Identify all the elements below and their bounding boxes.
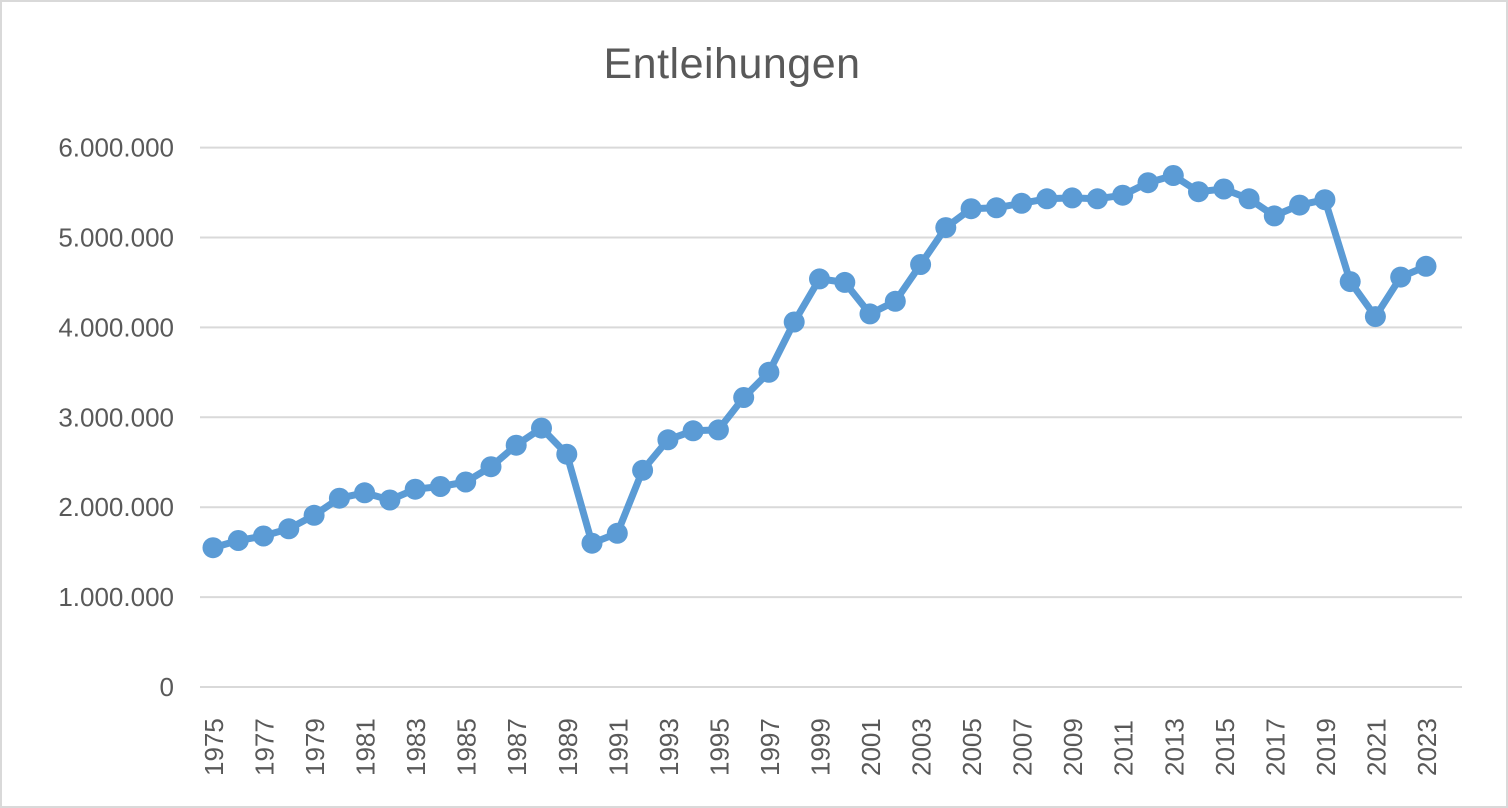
x-axis-tick-label: 2021 (1361, 718, 1391, 776)
y-axis-tick-label: 3.000.000 (58, 402, 174, 432)
chart-title: Entleihungen (603, 40, 861, 88)
data-point-1999 (809, 268, 830, 290)
data-point-1990 (581, 532, 603, 554)
x-axis-tick-label: 1989 (553, 718, 583, 776)
x-axis-tick-label: 2007 (1008, 718, 1038, 776)
data-point-2002 (884, 290, 906, 312)
y-axis-tick-label: 0 (160, 672, 174, 702)
x-axis-tick-label: 1995 (704, 718, 734, 776)
x-axis-tick-label: 2011 (1109, 720, 1139, 776)
x-axis-tick-label: 2001 (856, 718, 886, 776)
data-point-1983 (404, 478, 426, 500)
data-point-2013 (1162, 165, 1184, 186)
data-point-2023 (1415, 255, 1437, 277)
data-point-1981 (354, 482, 376, 504)
data-point-2000 (834, 271, 856, 293)
x-axis-tick-label: 2017 (1260, 718, 1290, 776)
y-axis-tick-label: 1.000.000 (58, 582, 174, 612)
x-axis-tick-label: 1987 (502, 718, 532, 776)
data-point-2012 (1137, 172, 1159, 194)
data-point-1998 (783, 311, 805, 333)
data-point-1979 (303, 504, 325, 526)
data-point-1977 (253, 525, 274, 547)
data-point-1985 (455, 471, 477, 493)
x-axis-tick-label: 2023 (1412, 718, 1442, 776)
x-axis-tick-label: 1999 (805, 718, 835, 776)
data-point-1992 (632, 459, 654, 481)
x-axis-tick-label: 1985 (452, 718, 482, 776)
x-axis-tick-label: 1975 (199, 718, 229, 776)
data-point-2005 (960, 198, 982, 220)
data-point-1995 (707, 419, 729, 441)
x-axis-tick-label: 1983 (401, 718, 431, 776)
x-axis-tick-label: 1997 (755, 718, 785, 776)
data-point-1988 (531, 417, 552, 439)
data-point-2004 (935, 217, 957, 239)
x-axis-tick-label: 2013 (1159, 718, 1189, 776)
x-axis-tick-label: 2009 (1058, 718, 1088, 776)
data-point-1980 (328, 487, 350, 509)
y-axis-tick-label: 6.000.000 (58, 133, 174, 163)
data-point-1984 (429, 476, 451, 497)
data-point-2010 (1086, 188, 1108, 210)
data-point-2020 (1339, 271, 1361, 293)
data-point-1996 (733, 387, 755, 408)
data-point-2001 (859, 303, 881, 325)
x-axis-tick-label: 2005 (957, 718, 987, 776)
y-axis-tick-label: 5.000.000 (58, 223, 174, 253)
x-axis-tick-label: 1991 (603, 718, 633, 776)
data-point-2019 (1314, 189, 1336, 211)
data-point-1989 (556, 443, 578, 465)
data-point-2014 (1188, 181, 1209, 203)
data-point-1976 (227, 530, 249, 551)
y-axis-tick-label: 2.000.000 (58, 492, 174, 522)
data-point-2022 (1390, 266, 1412, 288)
data-point-1986 (480, 456, 502, 478)
x-axis-tick-label: 2019 (1311, 718, 1341, 776)
x-axis-tick-label: 2015 (1210, 718, 1240, 776)
x-axis-tick-label: 1979 (300, 718, 330, 776)
data-point-1982 (379, 489, 401, 511)
data-point-2008 (1036, 188, 1058, 210)
data-point-1991 (606, 522, 628, 544)
x-axis-tick-label: 1977 (250, 718, 280, 776)
data-point-1975 (202, 537, 224, 559)
y-axis-tick-label: 4.000.000 (58, 312, 174, 342)
data-point-2016 (1238, 188, 1260, 210)
data-point-1987 (505, 434, 527, 456)
data-point-1978 (278, 518, 300, 540)
data-point-1994 (682, 420, 704, 442)
x-axis-tick-label: 2003 (907, 718, 937, 776)
data-point-1997 (758, 361, 780, 383)
data-point-2015 (1213, 178, 1235, 200)
data-point-2011 (1112, 184, 1134, 206)
data-point-2017 (1263, 205, 1285, 227)
x-axis-tick-label: 1981 (351, 718, 381, 776)
data-point-2021 (1364, 306, 1386, 328)
data-point-2009 (1061, 187, 1083, 209)
data-point-1993 (657, 429, 679, 451)
x-axis-tick-label: 1993 (654, 718, 684, 776)
data-point-2003 (910, 254, 932, 275)
data-point-2007 (1011, 192, 1033, 214)
data-point-2018 (1289, 194, 1311, 216)
data-point-2006 (985, 197, 1007, 219)
